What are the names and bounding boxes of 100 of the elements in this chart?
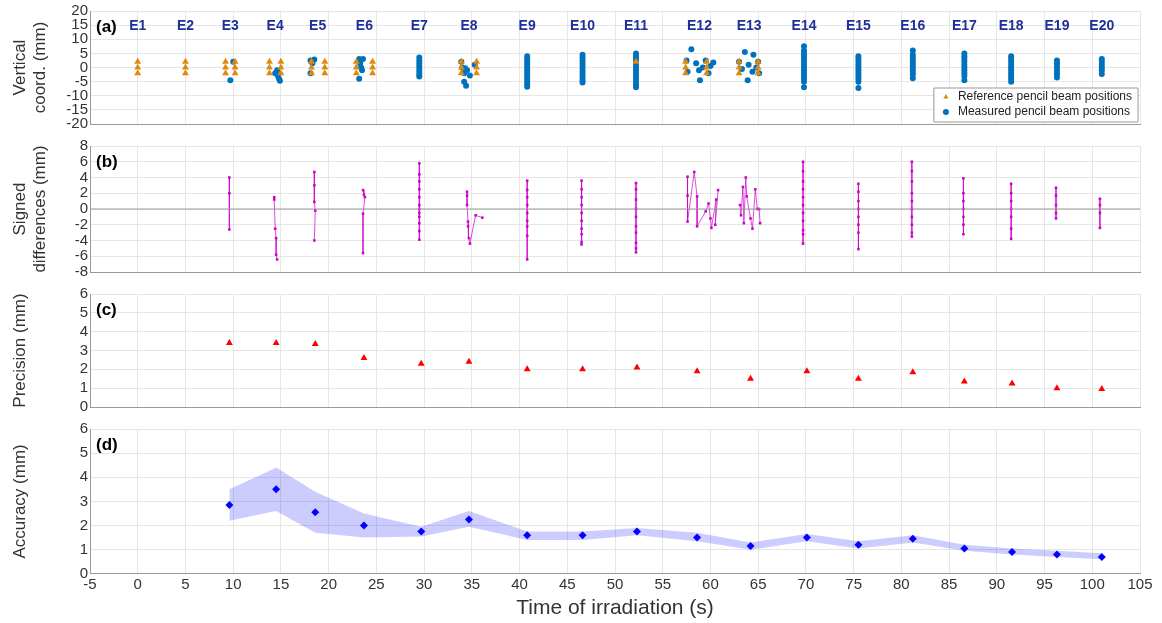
point	[369, 57, 377, 64]
point	[417, 359, 425, 366]
point	[277, 63, 285, 70]
y-tick-label: 5	[79, 443, 88, 461]
annotation: (c)	[96, 300, 117, 320]
y-tick-label: 3	[79, 491, 88, 509]
x-tick-label: 85	[940, 574, 958, 592]
annotation: E9	[518, 16, 536, 33]
point	[523, 365, 531, 372]
point	[693, 533, 702, 542]
annotation: E14	[791, 16, 817, 33]
point	[1053, 384, 1061, 391]
annotation: E4	[266, 16, 284, 33]
point	[854, 540, 863, 549]
y-tick-label: 1	[79, 539, 88, 557]
point	[682, 63, 690, 70]
point	[464, 515, 473, 524]
x-tick-label: 45	[558, 574, 576, 592]
point	[225, 338, 233, 345]
point	[747, 374, 755, 381]
point	[1097, 552, 1106, 561]
annotation: E20	[1089, 16, 1115, 33]
x-tick-label: 35	[463, 574, 481, 592]
point	[265, 69, 273, 76]
x-tick-label: 70	[797, 574, 815, 592]
point	[465, 357, 473, 364]
annotation: (b)	[96, 152, 118, 172]
point	[523, 531, 532, 540]
x-tick-label: 40	[511, 574, 528, 592]
point	[352, 63, 360, 70]
point	[225, 501, 234, 510]
x-tick-label: 25	[368, 574, 385, 592]
legend-label: Measured pencil beam positions	[957, 104, 1131, 119]
point	[222, 69, 230, 76]
y-tick-label: -4	[74, 230, 88, 248]
annotation: E1	[129, 16, 147, 33]
point	[222, 57, 230, 64]
point	[134, 63, 142, 70]
point	[352, 57, 360, 64]
x-tick-label: 95	[1036, 574, 1053, 592]
legend-label: Reference pencil beam positions	[957, 89, 1133, 104]
y-tick-label: 4	[79, 321, 88, 339]
annotation: E6	[355, 16, 374, 33]
point	[134, 57, 142, 64]
point	[960, 544, 969, 553]
point	[803, 367, 811, 374]
point	[231, 69, 239, 76]
point	[1008, 548, 1017, 557]
annotation: E12	[687, 16, 713, 33]
y-tick-label: 4	[79, 167, 88, 185]
annotation: E16	[900, 16, 926, 33]
annotation: E13	[736, 16, 762, 33]
point	[960, 377, 968, 384]
point	[134, 69, 142, 76]
x-tick-label: 15	[272, 574, 290, 592]
y-tick-label: 2	[79, 359, 88, 377]
y-axis-title: Vertical coord. (mm)	[9, 21, 50, 114]
y-tick-label: 8	[79, 136, 88, 154]
annotation: E8	[460, 16, 478, 33]
point	[746, 542, 755, 551]
point	[693, 367, 701, 374]
point	[311, 339, 319, 346]
point	[1052, 550, 1061, 559]
x-tick-label: 30	[415, 574, 433, 592]
point	[417, 527, 426, 536]
point	[321, 63, 329, 70]
y-tick-label: 0	[79, 563, 88, 581]
point	[703, 63, 711, 70]
annotation: E2	[176, 16, 195, 33]
y-tick-label: 0	[79, 199, 88, 217]
point	[909, 368, 917, 375]
point	[311, 508, 320, 517]
point	[277, 57, 285, 64]
annotation: E19	[1044, 16, 1070, 33]
x-tick-label: 0	[133, 574, 142, 592]
annotation: E5	[309, 16, 327, 33]
point	[473, 69, 481, 76]
x-tick-label: 105	[1127, 574, 1153, 592]
y-tick-label: 5	[79, 302, 88, 320]
y-axis-title: Signed differences (mm)	[9, 145, 50, 273]
x-tick-label: 5	[181, 574, 190, 592]
annotation: E11	[623, 16, 649, 33]
point	[1098, 385, 1106, 392]
y-tick-label: 6	[79, 151, 88, 169]
x-tick-label: 55	[654, 574, 672, 592]
point	[369, 69, 377, 76]
point	[802, 533, 811, 542]
point	[321, 69, 329, 76]
annotation: (d)	[96, 435, 118, 455]
annotation: (a)	[96, 17, 117, 37]
x-tick-label: 50	[606, 574, 624, 592]
y-tick-label: 3	[79, 340, 88, 358]
x-tick-label: 65	[749, 574, 767, 592]
point	[908, 534, 917, 543]
y-tick-label: 0	[79, 397, 88, 415]
annotation: E7	[410, 16, 429, 33]
annotation: E18	[998, 16, 1024, 33]
point	[632, 527, 641, 536]
point	[352, 69, 360, 76]
point	[181, 63, 189, 70]
